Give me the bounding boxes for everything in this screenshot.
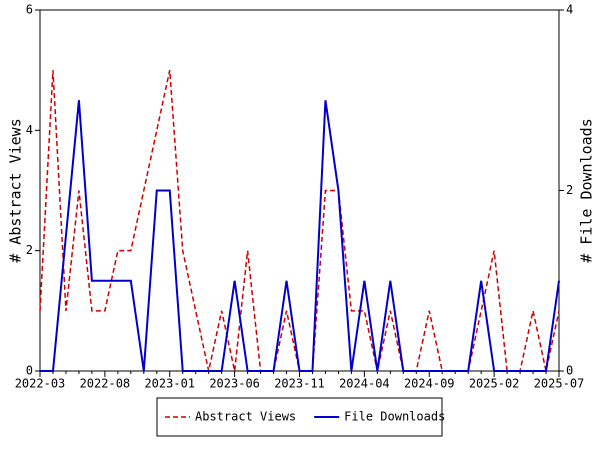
y2-tick-label: 0 bbox=[566, 364, 573, 378]
y-tick-label: 6 bbox=[26, 3, 33, 17]
legend-label: Abstract Views bbox=[195, 410, 296, 424]
x-tick-label: 2025-02 bbox=[469, 377, 520, 391]
y-tick-label: 2 bbox=[26, 243, 33, 257]
x-tick-label: 2023-01 bbox=[144, 377, 195, 391]
x-tick-label: 2022-08 bbox=[80, 377, 131, 391]
legend-box bbox=[156, 397, 443, 437]
x-tick-label: 2023-11 bbox=[274, 377, 325, 391]
y-tick-label: 4 bbox=[26, 123, 33, 137]
y-axis-label: # Abstract Views bbox=[7, 118, 25, 263]
x-tick-label: 2023-06 bbox=[209, 377, 260, 391]
x-tick-label: 2022-03 bbox=[15, 377, 66, 391]
plot-frame bbox=[39, 9, 560, 372]
x-tick-label: 2024-09 bbox=[404, 377, 455, 391]
y2-tick-label: 4 bbox=[566, 3, 573, 17]
y-tick-label: 0 bbox=[26, 364, 33, 378]
series-line bbox=[40, 100, 560, 372]
y2-tick-label: 2 bbox=[566, 183, 573, 197]
legend-label: File Downloads bbox=[344, 410, 445, 424]
x-tick-label: 2024-04 bbox=[339, 377, 390, 391]
y2-axis-label: # File Downloads bbox=[578, 118, 596, 263]
series-line bbox=[39, 70, 560, 372]
x-tick-label: 2025-07 bbox=[534, 377, 585, 391]
